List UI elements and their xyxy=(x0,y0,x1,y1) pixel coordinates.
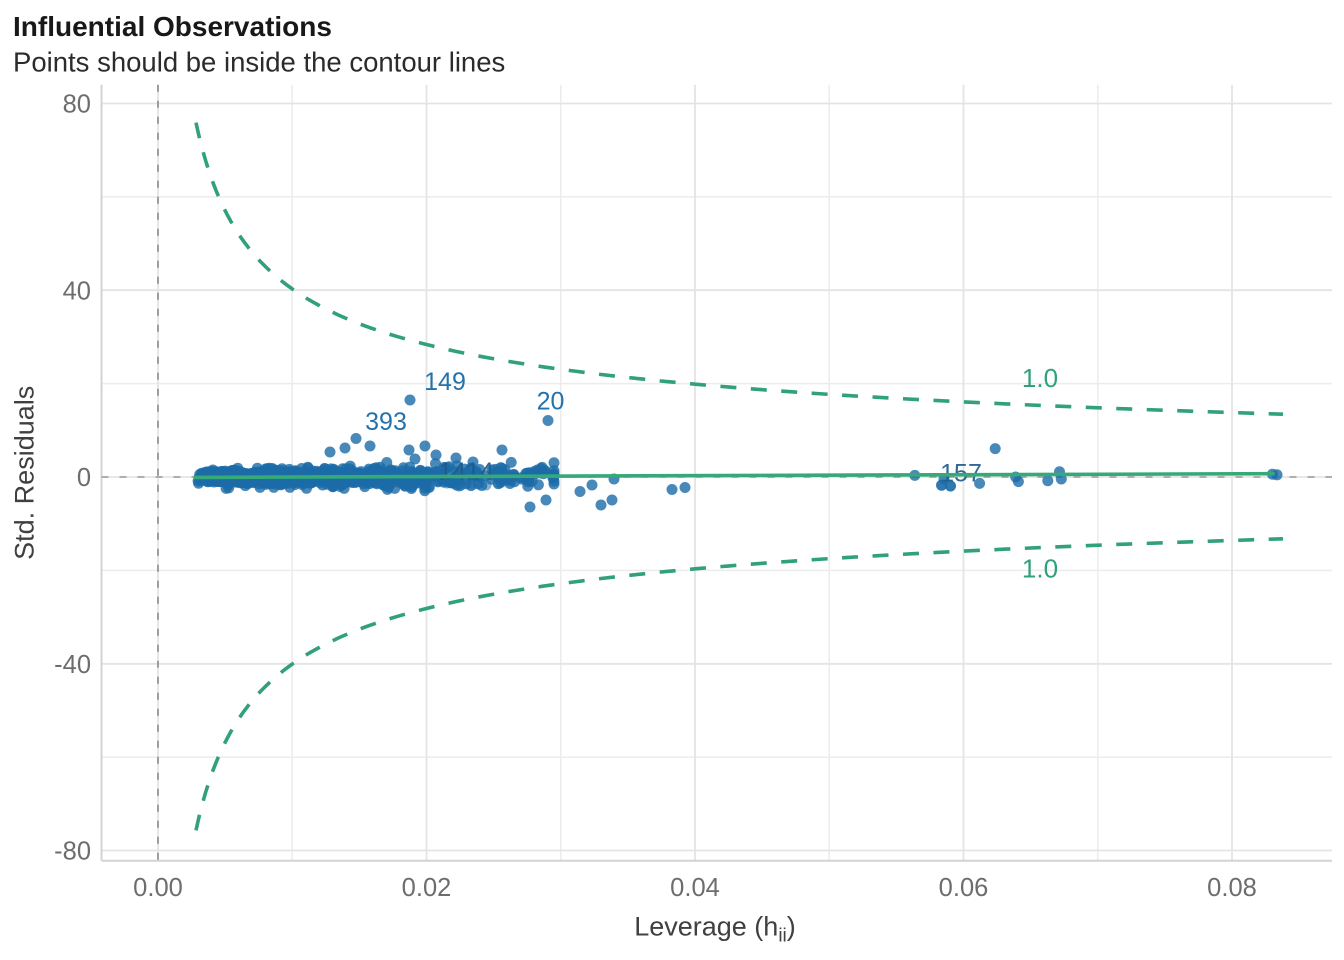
svg-text:0.06: 0.06 xyxy=(939,874,989,902)
svg-text:-80: -80 xyxy=(54,838,91,866)
svg-text:1.0: 1.0 xyxy=(1022,554,1058,584)
svg-text:0: 0 xyxy=(77,464,91,492)
svg-text:393: 393 xyxy=(365,408,407,436)
svg-text:149: 149 xyxy=(424,368,466,396)
svg-text:-40: -40 xyxy=(54,651,91,679)
svg-text:Points should be inside the co: Points should be inside the contour line… xyxy=(13,47,505,78)
svg-text:0.02: 0.02 xyxy=(402,874,452,902)
svg-text:Std. Residuals: Std. Residuals xyxy=(10,386,40,560)
svg-text:1.0: 1.0 xyxy=(1022,363,1058,393)
svg-text:Leverage (hii): Leverage (hii) xyxy=(634,912,796,947)
svg-text:40: 40 xyxy=(63,277,91,305)
svg-text:0.00: 0.00 xyxy=(133,874,183,902)
svg-text:Influential Observations: Influential Observations xyxy=(13,11,332,42)
svg-text:20: 20 xyxy=(537,388,565,416)
svg-text:80: 80 xyxy=(63,91,91,119)
svg-text:0.04: 0.04 xyxy=(670,874,720,902)
svg-text:0.08: 0.08 xyxy=(1207,874,1257,902)
